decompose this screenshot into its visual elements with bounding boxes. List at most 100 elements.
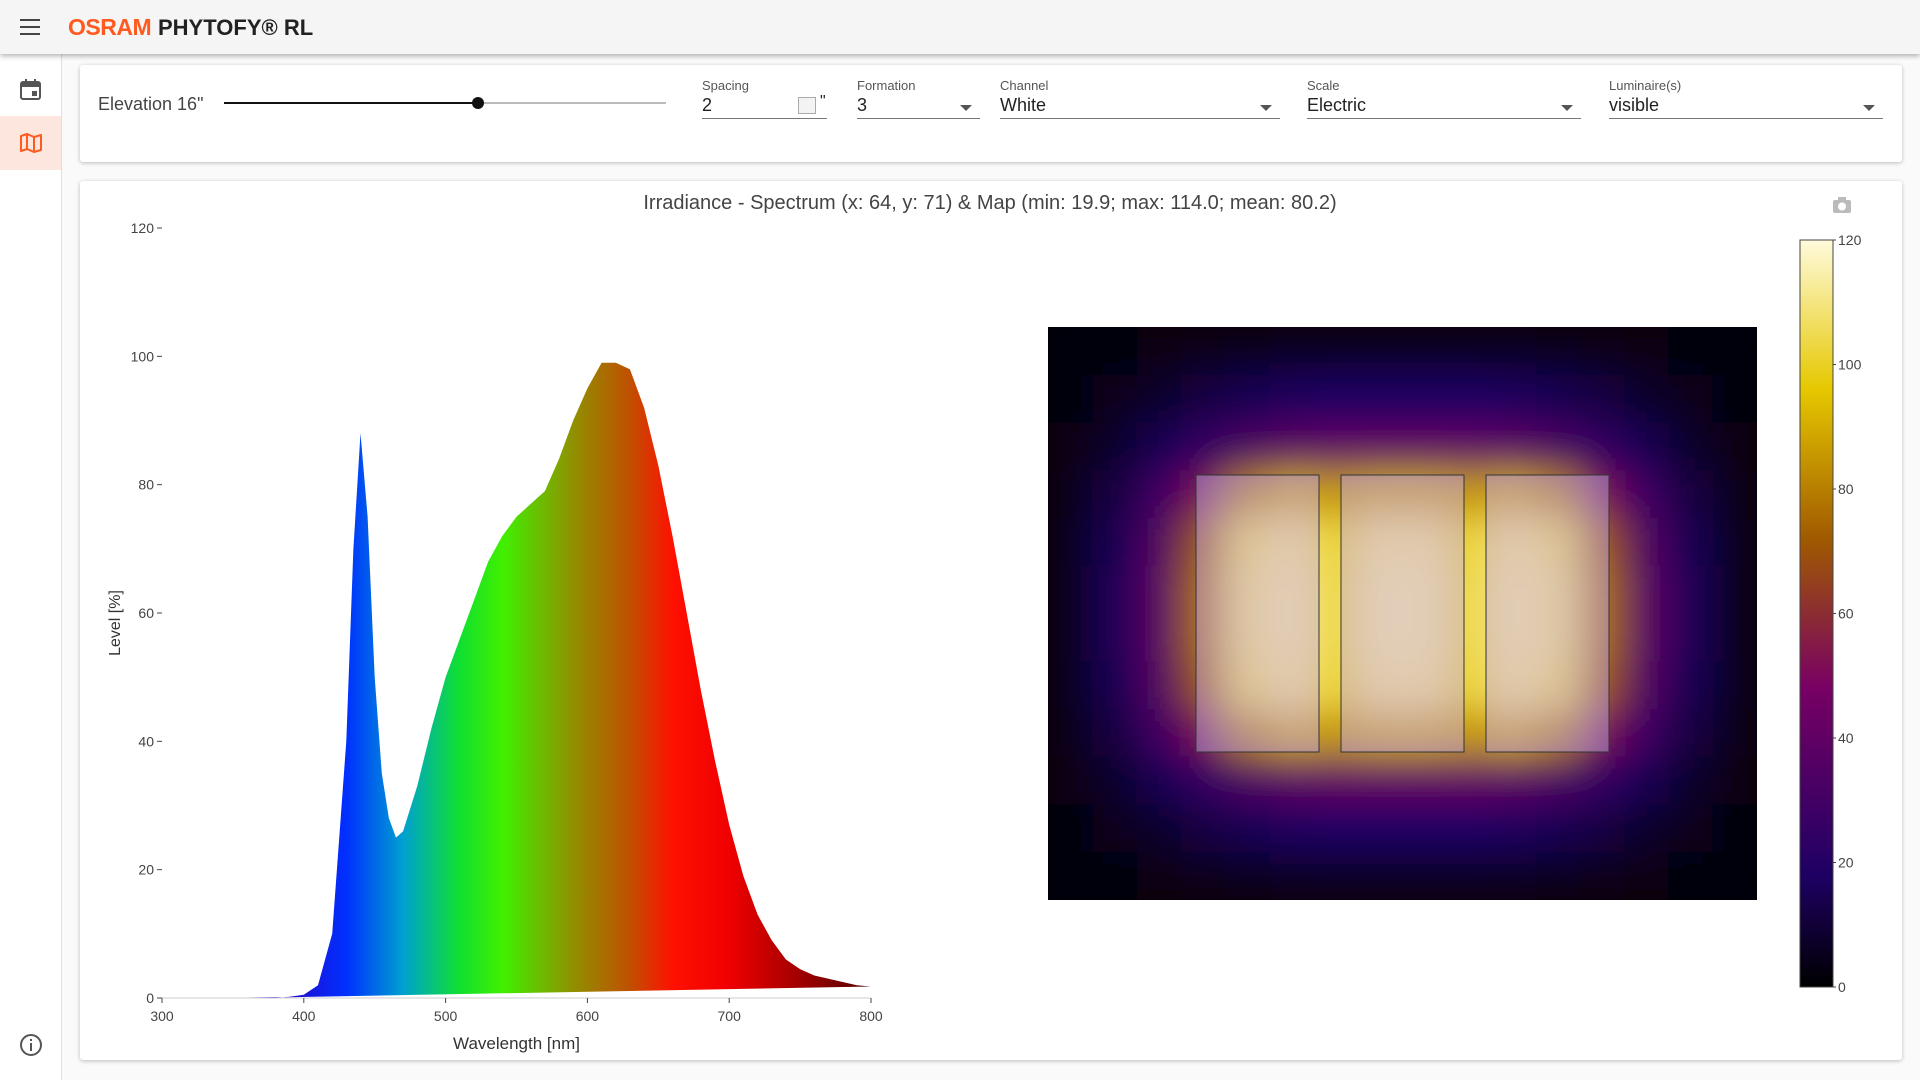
luminaires (1195, 474, 1610, 753)
slider-thumb[interactable] (472, 97, 484, 109)
plot-title: Irradiance - Spectrum (x: 64, y: 71) & M… (643, 192, 1336, 214)
info-icon[interactable] (19, 1033, 43, 1057)
heatmap-cell (1624, 374, 1669, 423)
heatmap-cell (1446, 565, 1492, 614)
heatmap-cell (1269, 422, 1315, 471)
heatmap-cell (1579, 470, 1625, 519)
heatmap-cell (1446, 518, 1492, 567)
heatmap-cell (1446, 709, 1492, 758)
heatmap-cell (1358, 422, 1403, 471)
y-tick-label: 80 (138, 477, 154, 493)
heatmap-cell (1358, 804, 1403, 853)
field-value: 3 (857, 95, 868, 115)
elevation-label: Elevation 16" (98, 94, 204, 114)
heatmap (1048, 327, 1757, 900)
heatmap-cell (1180, 709, 1226, 758)
heatmap-cell (1579, 709, 1625, 758)
heatmap-cell (1624, 756, 1669, 805)
heatmap-cell (1136, 565, 1182, 614)
heatmap-cell (1491, 709, 1536, 758)
dropdown-caret[interactable] (1561, 105, 1573, 111)
sidebar (0, 54, 62, 1080)
heatmap-cell (1491, 565, 1536, 614)
heatmap-cell (1402, 661, 1448, 710)
x-tick-label: 800 (859, 1008, 883, 1024)
dropdown-caret[interactable] (1260, 105, 1272, 111)
heatmap-cell (1048, 374, 1093, 423)
heatmap-cell (1048, 661, 1093, 710)
heatmap-cell (1491, 422, 1536, 471)
heatmap-cell (1712, 852, 1757, 900)
heatmap-cell (1712, 518, 1757, 567)
x-tick-label: 500 (434, 1008, 458, 1024)
slider-fill (224, 102, 478, 104)
heatmap-cell (1624, 852, 1669, 900)
heatmap-cell (1358, 756, 1403, 805)
heatmap-cell (1535, 756, 1581, 805)
heatmap-cell (1358, 852, 1403, 900)
heatmap-cell (1712, 327, 1757, 376)
heatmap-cell (1712, 709, 1757, 758)
field-value: White (1000, 95, 1047, 115)
heatmap-cell (1092, 661, 1138, 710)
field-label: Spacing (702, 78, 749, 93)
field-underline (1000, 118, 1280, 119)
heatmap-cell (1136, 327, 1182, 376)
heatmap-cell (1535, 374, 1581, 423)
field-underline (1609, 118, 1883, 119)
heatmap-cell (1402, 804, 1448, 853)
heatmap-cell (1313, 327, 1359, 376)
menu-button[interactable] (20, 17, 42, 37)
y-tick-label: 60 (138, 605, 154, 621)
heatmap-cell (1358, 613, 1403, 662)
heatmap-cell (1535, 804, 1581, 853)
camera-icon[interactable] (1833, 197, 1851, 213)
heatmap-cell (1402, 470, 1448, 519)
heatmap-cell (1446, 422, 1492, 471)
heatmap-cell (1180, 327, 1226, 376)
heatmap-cell (1535, 613, 1581, 662)
heatmap-cell (1402, 709, 1448, 758)
dropdown-caret[interactable] (960, 105, 972, 111)
y-tick-label: 20 (138, 862, 154, 878)
heatmap-cell (1225, 756, 1271, 805)
heatmap-cell (1668, 470, 1714, 519)
heatmap-cell (1048, 709, 1093, 758)
heatmap-cell (1579, 756, 1625, 805)
heatmap-cell (1624, 327, 1669, 376)
heatmap-cell (1269, 613, 1315, 662)
field-value: Electric (1307, 95, 1367, 115)
heatmap-cell (1225, 327, 1271, 376)
heatmap-cell (1712, 470, 1757, 519)
field-value: visible (1609, 95, 1660, 115)
heatmap-cell (1402, 852, 1448, 900)
heatmap-cell (1092, 709, 1138, 758)
heatmap-cell (1136, 374, 1182, 423)
spinner[interactable] (798, 97, 816, 114)
heatmap-cell (1048, 327, 1093, 376)
heatmap-cell (1668, 374, 1714, 423)
heatmap-cell (1579, 613, 1625, 662)
heatmap-cell (1624, 565, 1669, 614)
heatmap-cell (1668, 756, 1714, 805)
heatmap-cell (1225, 470, 1271, 519)
heatmap-cell (1358, 709, 1403, 758)
dropdown-caret[interactable] (1863, 105, 1875, 111)
heatmap-cell (1402, 518, 1448, 567)
heatmap-cell (1402, 565, 1448, 614)
colorbar-tick-label: 0 (1838, 979, 1846, 995)
heatmap-cell (1491, 804, 1536, 853)
heatmap-cell (1180, 422, 1226, 471)
heatmap-cell (1269, 518, 1315, 567)
heatmap-cell (1446, 374, 1492, 423)
spectrum-area (247, 362, 872, 998)
heatmap-cell (1535, 422, 1581, 471)
heatmap-cell (1579, 852, 1625, 900)
calendar-icon[interactable] (19, 78, 43, 102)
heatmap-cell (1446, 804, 1492, 853)
map-icon[interactable] (19, 131, 43, 155)
heatmap-cell (1136, 518, 1182, 567)
heatmap-cell (1446, 661, 1492, 710)
heatmap-cell (1491, 756, 1536, 805)
